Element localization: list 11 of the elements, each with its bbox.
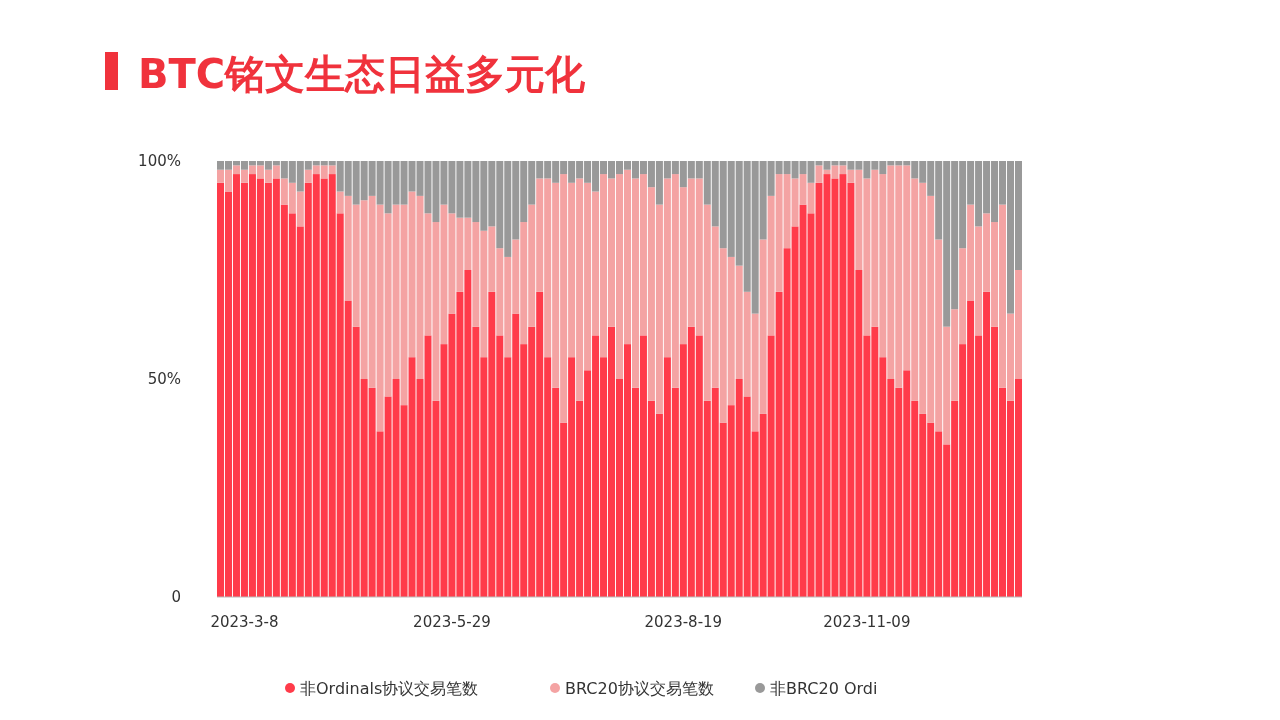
x-tick-label: 2023-11-09 [823,613,911,631]
legend-label: BRC20协议交易笔数 [565,678,714,698]
y-tick-label: 0 [171,588,181,607]
x-tick-label: 2023-5-29 [413,613,491,631]
y-tick-label: 50% [147,370,181,389]
x-tick-label: 2023-8-19 [644,613,723,631]
x-tick-label: 2023-3-8 [210,613,279,631]
legend-label: 非Ordinals协议交易笔数 [300,678,479,698]
legend-label: 非BRC20 Ordi [770,678,878,698]
chart-title: BTC铭文生态日益多元化 [138,51,587,97]
y-tick-label: 100% [138,152,181,171]
